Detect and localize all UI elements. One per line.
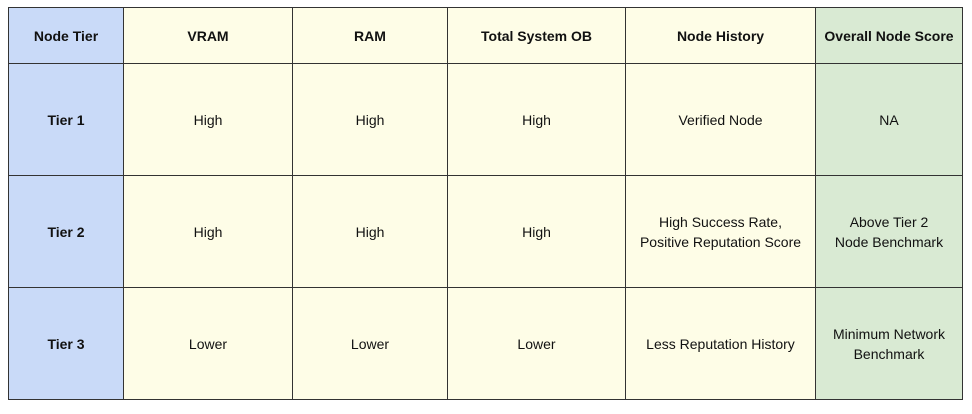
overall-node-score-cell: NA <box>815 63 963 176</box>
vram-cell: High <box>123 63 293 176</box>
header-row: Node Tier VRAM RAM Total System OB Node … <box>8 7 963 64</box>
vram-cell: High <box>123 175 293 288</box>
total-system-ob-cell: Lower <box>447 287 626 400</box>
tier-cell: Tier 2 <box>8 175 124 288</box>
header-total-system-ob: Total System OB <box>447 7 626 64</box>
header-ram: RAM <box>292 7 448 64</box>
node-history-cell: Verified Node <box>625 63 816 176</box>
tier-cell: Tier 3 <box>8 287 124 400</box>
total-system-ob-cell: High <box>447 63 626 176</box>
overall-node-score-cell: Minimum Network Benchmark <box>815 287 963 400</box>
node-history-cell: Less Reputation History <box>625 287 816 400</box>
header-node-tier: Node Tier <box>8 7 124 64</box>
ram-cell: High <box>292 63 448 176</box>
table-row: Tier 3 Lower Lower Lower Less Reputation… <box>8 287 963 400</box>
table-row: Tier 2 High High High High Success Rate,… <box>8 175 963 288</box>
node-history-cell: High Success Rate, Positive Reputation S… <box>625 175 816 288</box>
header-overall-node-score: Overall Node Score <box>815 7 963 64</box>
ram-cell: High <box>292 175 448 288</box>
vram-cell: Lower <box>123 287 293 400</box>
overall-node-score-cell: Above Tier 2 Node Benchmark <box>815 175 963 288</box>
table-row: Tier 1 High High High Verified Node NA <box>8 63 963 176</box>
header-node-history: Node History <box>625 7 816 64</box>
ram-cell: Lower <box>292 287 448 400</box>
header-vram: VRAM <box>123 7 293 64</box>
node-tier-table: Node Tier VRAM RAM Total System OB Node … <box>8 7 963 400</box>
tier-cell: Tier 1 <box>8 63 124 176</box>
total-system-ob-cell: High <box>447 175 626 288</box>
